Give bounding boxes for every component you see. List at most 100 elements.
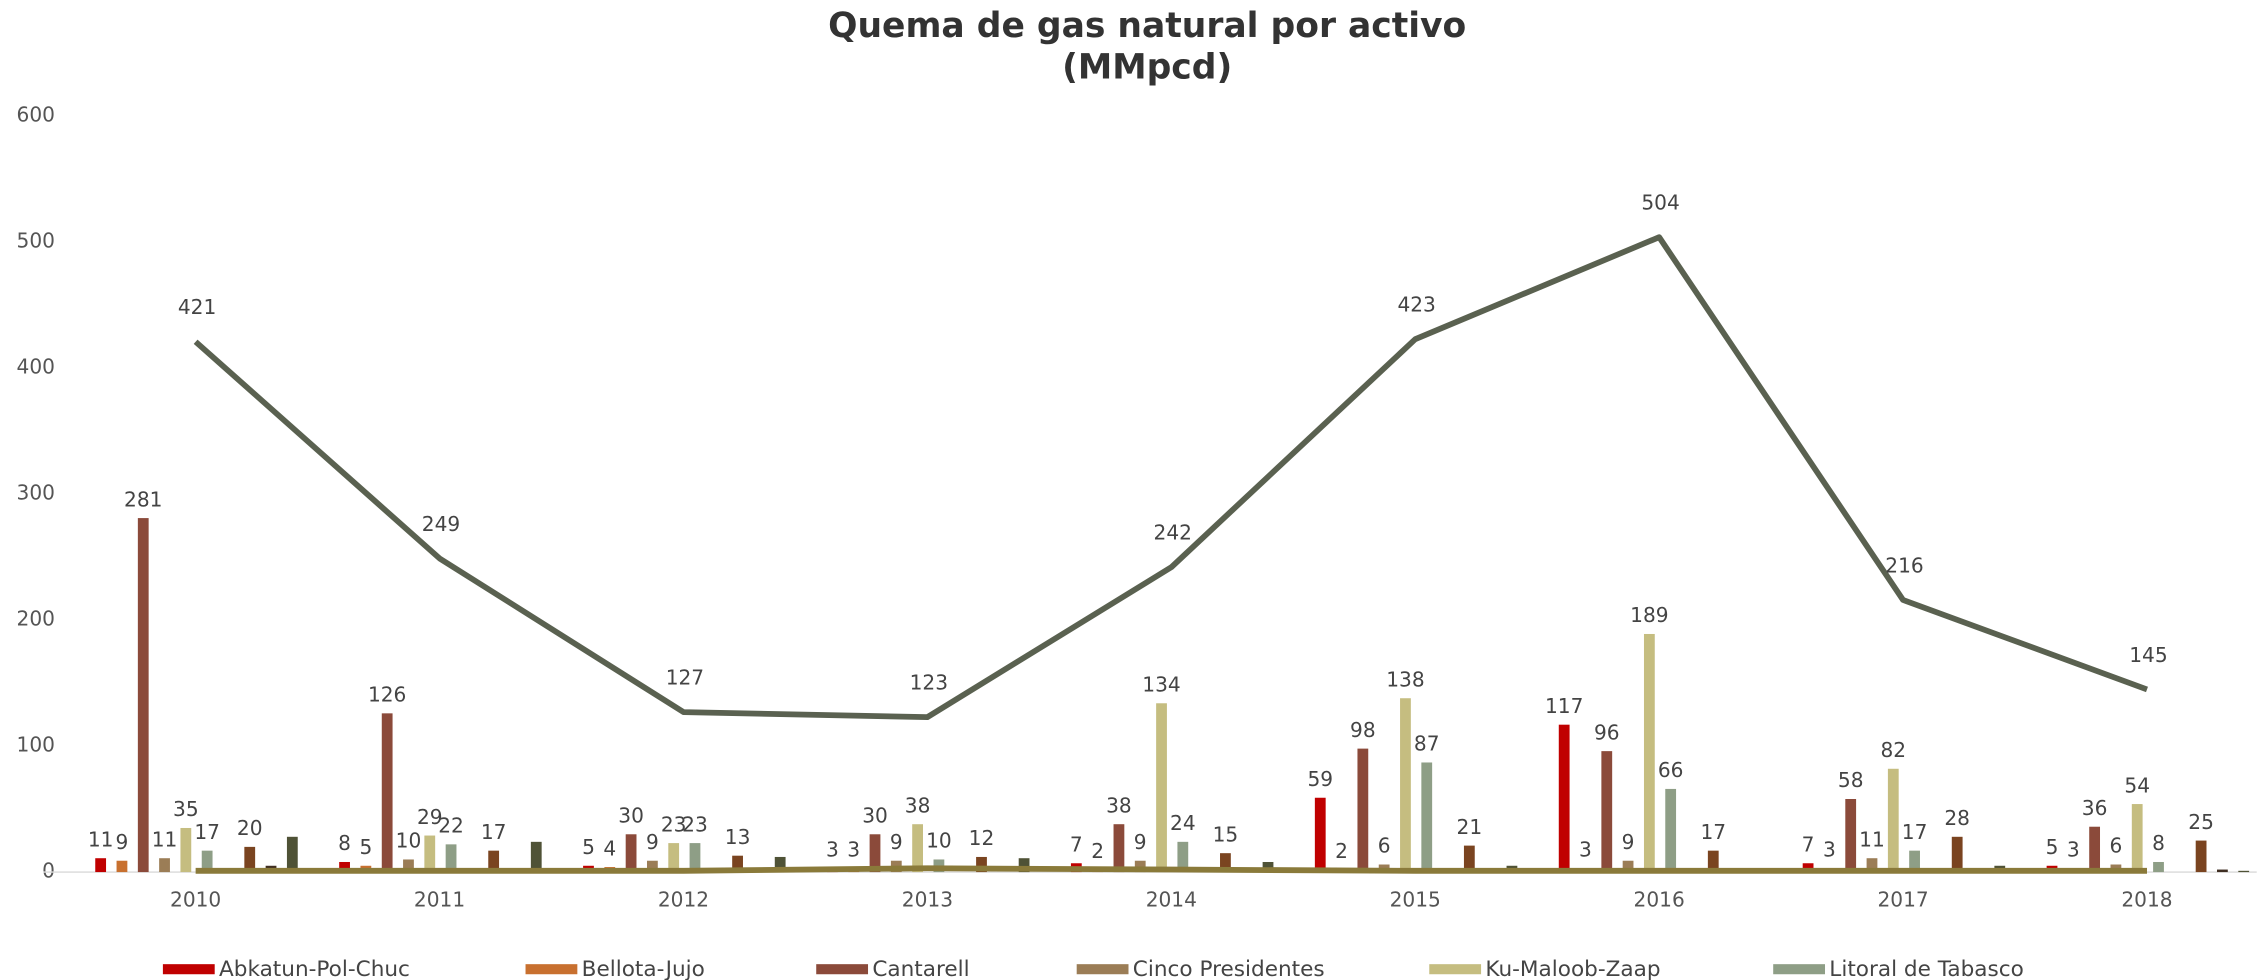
bar (339, 861, 350, 873)
data-label: 17 (1700, 820, 1726, 844)
data-label: 6 (1378, 834, 1391, 858)
data-label: 20 (237, 816, 263, 840)
data-label: 23 (682, 812, 708, 836)
data-label: 3 (826, 838, 839, 862)
bar (689, 843, 701, 873)
x-tick-label: 2017 (1877, 887, 1928, 911)
bar (116, 860, 128, 873)
legend-swatch (1429, 964, 1482, 975)
legend-label: Ku-Maloob-Zaap (1485, 957, 1660, 980)
y-tick-label: 400 (17, 355, 55, 379)
data-label: 123 (910, 671, 948, 695)
y-tick-label: 600 (17, 103, 55, 127)
y-tick-label: 100 (17, 733, 55, 757)
chart-title: Quema de gas natural por activo (828, 6, 1466, 46)
data-label: 24 (1170, 811, 1196, 835)
bar (1400, 698, 1411, 873)
data-label: 87 (1414, 732, 1440, 756)
bar (1357, 748, 1369, 873)
bar (381, 713, 393, 873)
data-label: 25 (2188, 810, 2214, 834)
data-label: 8 (338, 831, 351, 855)
data-label: 6 (2110, 834, 2123, 858)
legend-swatch (1773, 964, 1826, 975)
bar (1622, 860, 1634, 873)
data-label: 17 (1902, 820, 1928, 844)
data-label: 145 (2129, 643, 2167, 667)
data-label: 54 (2124, 773, 2150, 797)
legend-swatch (525, 964, 578, 975)
bar (286, 836, 298, 873)
bar (1845, 799, 1857, 873)
data-label: 28 (1944, 806, 1970, 830)
bar (732, 855, 743, 873)
data-label: 58 (1838, 768, 1864, 792)
data-label: 5 (359, 835, 372, 859)
bar (1314, 797, 1326, 873)
data-label: 4 (603, 836, 616, 860)
bar (1601, 751, 1613, 873)
data-label: 5 (582, 835, 595, 859)
bar (445, 844, 457, 873)
data-label: 3 (1823, 838, 1836, 862)
bar (1643, 633, 1655, 873)
bar (1134, 860, 1146, 873)
data-label: 30 (618, 804, 644, 828)
bar (1951, 836, 1963, 873)
bar (1558, 724, 1570, 873)
y-tick-label: 500 (17, 229, 55, 253)
data-label: 15 (1213, 822, 1239, 846)
data-label: 9 (116, 830, 129, 854)
bar (646, 860, 658, 873)
data-label: 11 (1859, 827, 1885, 851)
data-label: 9 (1622, 830, 1635, 854)
legend-label: Bellota-Jujo (582, 957, 705, 980)
data-label: 9 (890, 830, 903, 854)
x-tick-label: 2013 (902, 887, 953, 911)
data-label: 3 (1579, 838, 1592, 862)
data-label: 29 (417, 805, 443, 829)
data-label: 23 (661, 812, 687, 836)
data-label: 126 (368, 683, 406, 707)
data-label: 7 (1070, 832, 1083, 856)
data-label: 21 (1457, 815, 1483, 839)
data-label: 8 (2152, 831, 2165, 855)
data-label: 3 (2067, 838, 2080, 862)
bar (159, 858, 170, 873)
data-label: 138 (1386, 667, 1424, 691)
data-label: 22 (438, 814, 464, 838)
bar (668, 843, 680, 873)
legend-label: Abkatun-Pol-Chuc (219, 957, 410, 980)
bar (1802, 863, 1814, 873)
y-tick-label: 200 (17, 607, 55, 631)
legend-label: Cinco Presidentes (1133, 957, 1325, 980)
data-label: 5 (2046, 835, 2059, 859)
bar (180, 827, 192, 873)
data-label: 98 (1350, 718, 1376, 742)
x-tick-label: 2014 (1146, 887, 1197, 911)
data-label: 189 (1630, 603, 1668, 627)
x-tick-label: 2016 (1634, 887, 1685, 911)
bar (912, 824, 924, 873)
bar (2131, 804, 2143, 873)
bar (2195, 840, 2207, 873)
bar (1866, 858, 1878, 873)
data-label: 117 (1545, 694, 1583, 718)
bar (244, 846, 256, 873)
data-label: 35 (173, 797, 199, 821)
bar (2089, 826, 2101, 873)
data-label: 216 (1885, 553, 1923, 577)
x-tick-label: 2011 (414, 887, 465, 911)
bar (2217, 869, 2228, 873)
legend-swatch (1076, 964, 1129, 975)
data-label: 7 (1802, 832, 1815, 856)
data-label: 2 (1335, 839, 1348, 863)
data-label: 96 (1594, 720, 1620, 744)
legend-label: Litoral de Tabasco (1829, 957, 2024, 980)
data-label: 30 (862, 804, 888, 828)
bar (1262, 861, 1274, 873)
y-tick-label: 0 (42, 859, 55, 883)
line (193, 234, 2148, 721)
data-label: 281 (124, 487, 162, 511)
